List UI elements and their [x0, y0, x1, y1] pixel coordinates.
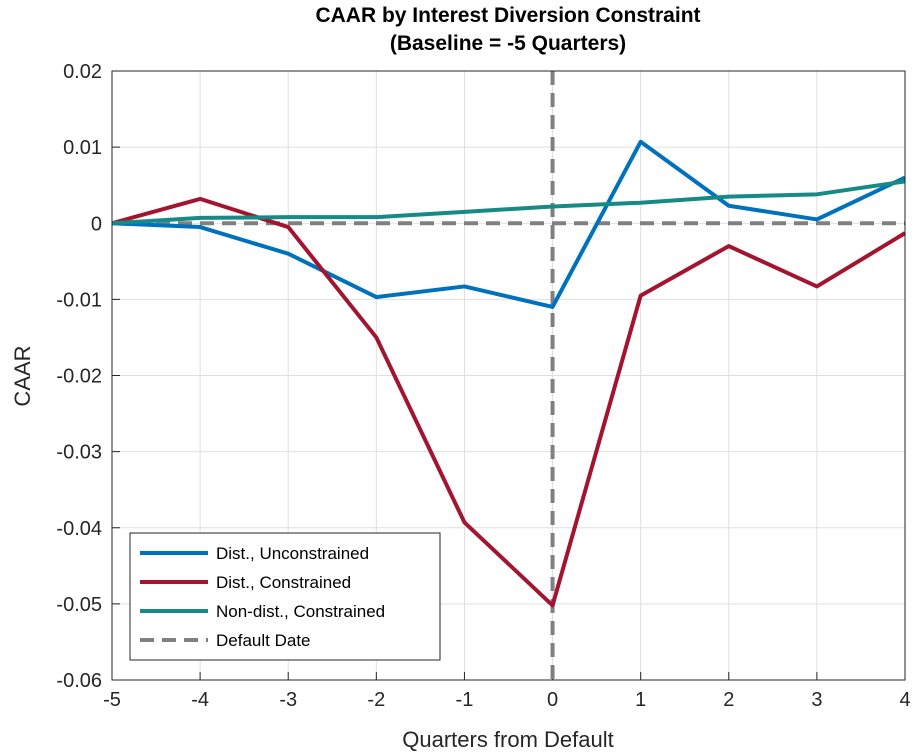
- x-tick-label: -2: [367, 689, 385, 711]
- y-tick-label: 0.02: [63, 61, 102, 83]
- x-tick-label: -4: [191, 689, 209, 711]
- x-axis-label: Quarters from Default: [402, 727, 614, 752]
- y-tick-label: -0.01: [56, 289, 102, 311]
- x-tick-label: -5: [103, 689, 121, 711]
- y-tick-label: -0.06: [56, 670, 102, 692]
- x-tick-label: 3: [811, 689, 822, 711]
- x-tick-label: -1: [456, 689, 474, 711]
- y-tick-label: -0.03: [56, 442, 102, 464]
- legend-label: Non-dist., Constrained: [216, 602, 385, 621]
- chart-subtitle: (Baseline = -5 Quarters): [390, 32, 626, 55]
- x-tick-label: -3: [279, 689, 297, 711]
- y-tick-label: -0.05: [56, 594, 102, 616]
- y-tick-label: 0.01: [63, 137, 102, 159]
- x-tick-label: 4: [899, 689, 910, 711]
- series-line: [111, 179, 906, 226]
- series-line: [111, 139, 906, 309]
- series-line: [111, 196, 907, 608]
- chart-title: CAAR by Interest Diversion Constraint: [315, 4, 700, 27]
- legend-label: Default Date: [216, 631, 311, 650]
- y-tick-label: 0: [91, 213, 102, 235]
- y-axis-label: CAAR: [10, 345, 35, 406]
- y-tick-label: -0.04: [56, 518, 102, 540]
- x-tick-label: 1: [635, 689, 646, 711]
- legend-label: Dist., Unconstrained: [216, 544, 369, 563]
- plot-frame: [111, 70, 906, 681]
- x-tick-label: 0: [547, 689, 558, 711]
- x-tick-label: 2: [723, 689, 734, 711]
- legend-label: Dist., Constrained: [216, 573, 351, 592]
- y-tick-label: -0.02: [56, 366, 102, 388]
